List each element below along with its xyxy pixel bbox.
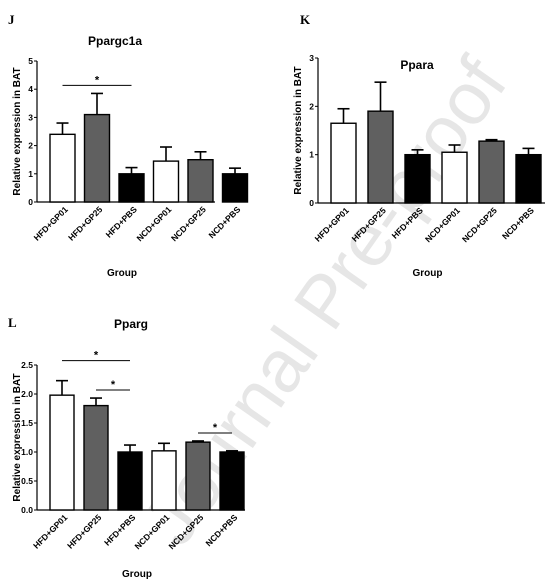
significance-marker: * bbox=[94, 350, 99, 362]
x-tick-label: NCD+PBS bbox=[206, 204, 242, 240]
x-tick-label: NCD+GP25 bbox=[169, 204, 208, 243]
y-tick-label: 1.0 bbox=[21, 447, 33, 457]
x-tick-label: NCD+GP01 bbox=[134, 204, 173, 243]
bar-hfd-pbs bbox=[404, 153, 431, 204]
y-tick-label: 2 bbox=[309, 101, 314, 111]
bar-hfd-gp01 bbox=[49, 133, 76, 203]
y-tick-label: 1 bbox=[309, 150, 314, 160]
y-tick-label: 2.0 bbox=[21, 389, 33, 399]
chart-panel-l: L Pparg Relative expression in BAT 0.0 0.5 1.… bbox=[8, 315, 245, 580]
bar-ncd-gp25 bbox=[185, 441, 211, 511]
bar-ncd-pbs bbox=[221, 173, 249, 203]
y-tick-label: 1 bbox=[28, 169, 33, 179]
chart-panel-j: J Ppargc1a Relative expression in BAT 0 1 2 3 4… bbox=[8, 12, 249, 279]
significance-marker: * bbox=[213, 422, 218, 434]
x-tick-label: HFD+GP25 bbox=[66, 204, 104, 242]
x-tick-label: HFD+GP01 bbox=[31, 512, 69, 550]
y-tick-label: 0 bbox=[309, 198, 314, 208]
x-tick-label: HFD+PBS bbox=[102, 512, 138, 548]
y-tick-label: 2 bbox=[28, 141, 33, 151]
x-tick-label: NCD+PBS bbox=[500, 205, 536, 241]
y-tick-label: 2.5 bbox=[21, 360, 33, 370]
y-tick-label: 3 bbox=[309, 53, 314, 63]
y-axis-label: Relative expression in BAT bbox=[12, 67, 23, 195]
y-axis-label: Relative expression in BAT bbox=[293, 66, 304, 194]
significance-marker: * bbox=[95, 74, 100, 86]
y-tick-label: 4 bbox=[28, 84, 33, 94]
bar-ncd-gp01 bbox=[152, 160, 180, 203]
panel-letter: K bbox=[300, 12, 311, 27]
x-axis-label: Group bbox=[122, 569, 152, 580]
x-tick-label: HFD+GP25 bbox=[65, 512, 103, 550]
bar-hfd-pbs bbox=[117, 451, 143, 511]
bar-ncd-gp01 bbox=[441, 151, 468, 204]
chart-title: Pparg bbox=[114, 317, 148, 331]
bar-hfd-gp01 bbox=[49, 394, 75, 511]
bar-ncd-gp25 bbox=[187, 158, 214, 203]
chart-title: Ppargc1a bbox=[88, 34, 142, 48]
bar-hfd-gp01 bbox=[330, 122, 357, 204]
panel-letter: J bbox=[8, 12, 15, 27]
chart-title: Ppara bbox=[400, 58, 434, 72]
y-tick-label: 5 bbox=[28, 56, 33, 66]
y-axis-label: Relative expression in BAT bbox=[12, 373, 23, 501]
x-axis-label: Group bbox=[107, 268, 137, 279]
x-tick-label: NCD+GP25 bbox=[460, 205, 499, 244]
x-axis-label: Group bbox=[413, 268, 443, 279]
y-tick-label: 1.5 bbox=[21, 418, 33, 428]
y-tick-label: 3 bbox=[28, 112, 33, 122]
bar-ncd-pbs bbox=[219, 451, 245, 511]
x-tick-label: HFD+PBS bbox=[104, 204, 140, 240]
bar-hfd-gp25 bbox=[367, 110, 394, 204]
bar-ncd-pbs bbox=[515, 153, 542, 204]
bar-ncd-gp01 bbox=[151, 450, 177, 511]
y-tick-label: 0.5 bbox=[21, 476, 33, 486]
significance-marker: * bbox=[111, 379, 116, 391]
bar-hfd-gp25 bbox=[83, 404, 109, 511]
bar-hfd-pbs bbox=[118, 173, 145, 203]
y-tick-label: 0 bbox=[28, 197, 33, 207]
y-tick-label: 0.0 bbox=[21, 505, 33, 515]
bar-ncd-gp25 bbox=[478, 140, 505, 204]
x-tick-label: HFD+GP01 bbox=[32, 204, 70, 242]
panel-letter: L bbox=[8, 315, 17, 330]
bar-hfd-gp25 bbox=[83, 113, 111, 203]
